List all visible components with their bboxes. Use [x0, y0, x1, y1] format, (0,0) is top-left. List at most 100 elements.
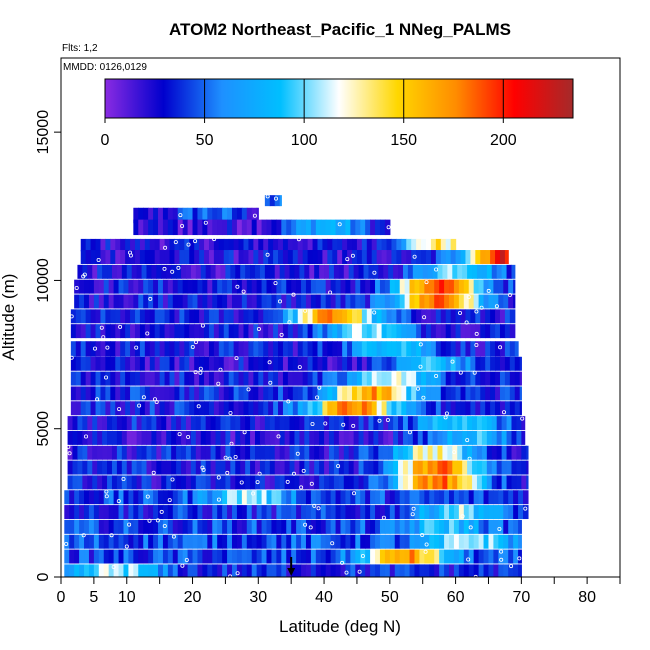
- heatmap-cell: [320, 549, 327, 564]
- heatmap-cell: [149, 356, 156, 371]
- heatmap-cell: [138, 564, 144, 577]
- heatmap-cell: [133, 534, 139, 549]
- heatmap-cell: [345, 490, 351, 505]
- colorbar-tick-label: 50: [196, 132, 214, 149]
- heatmap-cell: [409, 505, 416, 520]
- sample-point: [154, 399, 159, 404]
- heatmap-cell: [411, 371, 417, 386]
- heatmap-cell: [312, 324, 319, 339]
- heatmap-cell: [411, 341, 417, 357]
- heatmap-cell: [205, 460, 212, 475]
- heatmap-cell: [305, 564, 312, 577]
- heatmap-cell: [158, 294, 164, 309]
- sample-point: [193, 370, 198, 375]
- heatmap-cell: [182, 534, 189, 549]
- heatmap-cell: [233, 371, 240, 386]
- heatmap-cell: [77, 445, 83, 460]
- heatmap-cell: [319, 475, 325, 490]
- heatmap-cell: [236, 564, 243, 577]
- heatmap-cell: [177, 207, 184, 224]
- heatmap-cell: [381, 371, 388, 386]
- heatmap-cell: [508, 279, 514, 294]
- heatmap-cell: [202, 564, 208, 577]
- heatmap-cell: [263, 401, 269, 416]
- heatmap-cell: [488, 549, 494, 564]
- heatmap-cell: [248, 356, 254, 371]
- heatmap-cell: [366, 401, 373, 416]
- heatmap-cell: [181, 445, 187, 460]
- heatmap-cell: [398, 430, 404, 445]
- heatmap-cell: [340, 564, 347, 577]
- heatmap-cell: [498, 279, 504, 294]
- sample-point: [200, 323, 205, 328]
- heatmap-cell: [253, 341, 259, 357]
- heatmap-cell: [513, 505, 519, 520]
- heatmap-cell: [352, 324, 358, 339]
- heatmap-cell: [125, 341, 131, 357]
- heatmap-cell: [161, 430, 167, 445]
- heatmap-cell: [113, 534, 120, 549]
- heatmap-cell: [292, 356, 299, 371]
- heatmap-cell: [352, 401, 358, 416]
- sample-point: [507, 292, 512, 297]
- heatmap-cell: [301, 534, 307, 549]
- heatmap-cell: [350, 279, 356, 294]
- sample-point: [69, 314, 74, 319]
- heatmap-cell: [197, 549, 203, 564]
- heatmap-cell: [121, 445, 128, 460]
- heatmap-cell: [107, 460, 113, 475]
- heatmap-cell: [166, 460, 172, 475]
- heatmap-cell: [337, 324, 343, 339]
- heatmap-cell: [509, 371, 516, 386]
- heatmap-cell: [429, 564, 435, 577]
- heatmap-cell: [255, 416, 261, 431]
- heatmap-cell: [463, 534, 470, 549]
- heatmap-cell: [130, 238, 136, 252]
- heatmap-cell: [473, 294, 480, 309]
- heatmap-cell: [87, 416, 93, 431]
- heatmap-cell: [439, 505, 445, 520]
- heatmap-cell: [258, 401, 264, 416]
- heatmap-cell: [259, 264, 266, 279]
- heatmap-cell: [516, 416, 522, 431]
- heatmap-cell: [304, 430, 310, 445]
- heatmap-cell: [151, 264, 157, 279]
- heatmap-cell: [263, 341, 269, 357]
- heatmap-cell: [449, 549, 455, 564]
- heatmap-cell: [264, 460, 271, 475]
- flights-label: Flts: 1,2: [62, 43, 98, 54]
- heatmap-cell: [197, 207, 203, 224]
- heatmap-cell: [84, 519, 90, 534]
- heatmap-cell: [208, 324, 215, 339]
- sample-point: [186, 242, 191, 247]
- heatmap-cell: [199, 386, 205, 401]
- sample-point: [509, 564, 514, 569]
- heatmap-cell: [439, 279, 445, 294]
- heatmap-cell: [220, 460, 227, 475]
- heatmap-cell: [319, 264, 325, 279]
- heatmap-cell: [281, 519, 287, 534]
- heatmap-cell: [67, 460, 74, 475]
- heatmap-cell: [406, 250, 412, 264]
- heatmap-cell: [324, 460, 330, 475]
- heatmap-cell: [519, 386, 522, 401]
- heatmap-cell: [407, 475, 414, 490]
- heatmap-cell: [291, 519, 297, 534]
- heatmap-cell: [118, 279, 125, 294]
- heatmap-cell: [391, 371, 397, 386]
- heatmap-cell: [296, 534, 302, 549]
- heatmap-cell: [222, 294, 228, 309]
- heatmap-cell: [292, 238, 299, 252]
- heatmap-cell: [269, 445, 276, 460]
- sample-point: [218, 367, 223, 372]
- heatmap-cell: [340, 490, 347, 505]
- heatmap-cell: [126, 430, 133, 445]
- heatmap-cell: [526, 445, 529, 460]
- sample-point: [152, 397, 157, 402]
- heatmap-cell: [88, 490, 95, 505]
- heatmap-cell: [95, 309, 102, 324]
- heatmap-cell: [268, 250, 274, 264]
- heatmap-cell: [404, 505, 411, 520]
- heatmap-cell: [271, 534, 277, 549]
- heatmap-cell: [398, 445, 404, 460]
